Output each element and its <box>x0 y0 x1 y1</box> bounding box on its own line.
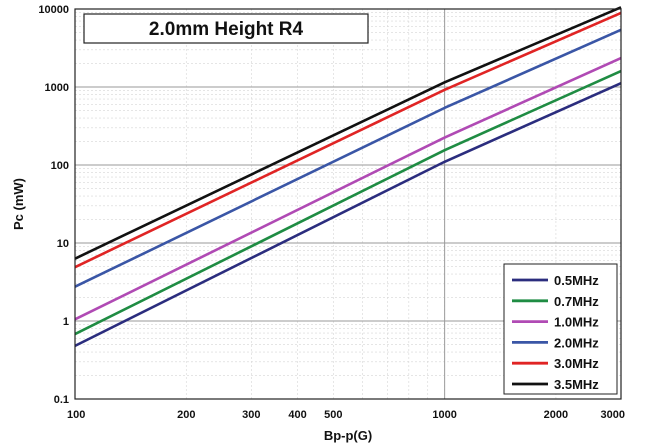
series-lines <box>74 6 622 348</box>
series-line-1-0mhz <box>74 56 622 321</box>
series-line-0-7mhz <box>74 69 622 336</box>
title-box-frame <box>83 13 369 44</box>
x-tick-labels: 100 200 300 400 500 1000 2000 3000 <box>67 409 625 421</box>
x-tick-label: 100 <box>67 409 85 421</box>
series-line-3-0mhz <box>74 11 622 269</box>
chart-title: 2.0mm Height R4 <box>149 19 304 40</box>
x-tick-label: 3000 <box>601 409 625 421</box>
x-tick-label: 2000 <box>544 409 568 421</box>
legend-label: 2.0MHz <box>554 335 599 350</box>
y-tick-label: 1000 <box>45 82 69 94</box>
legend-frame <box>503 263 618 395</box>
y-tick-label: 100 <box>51 160 69 172</box>
series-line-3-5mhz <box>74 6 622 260</box>
plot-frame <box>74 8 622 400</box>
y-tick-labels: 0.1 1 10 100 1000 10000 <box>38 4 69 406</box>
x-tick-label: 200 <box>177 409 195 421</box>
legend-label: 0.7MHz <box>554 294 599 309</box>
legend: 0.5MHz 0.7MHz 1.0MHz 2.0MHz 3.0MHz 3.5MHz <box>503 263 618 395</box>
x-tick-label: 500 <box>324 409 342 421</box>
series-line-0-5mhz <box>74 81 622 348</box>
legend-label: 3.0MHz <box>554 356 599 371</box>
x-axis-label: Bp-p(G) <box>324 428 372 443</box>
series-line-2-0mhz <box>74 28 622 288</box>
x-tick-label: 300 <box>242 409 260 421</box>
y-tick-label: 0.1 <box>54 394 69 406</box>
y-tick-label: 10 <box>57 238 69 250</box>
legend-label: 1.0MHz <box>554 315 599 330</box>
legend-label: 0.5MHz <box>554 273 599 288</box>
y-tick-label: 1 <box>63 316 69 328</box>
legend-items: 0.5MHz 0.7MHz 1.0MHz 2.0MHz 3.0MHz 3.5MHz <box>512 273 599 392</box>
x-tick-label: 1000 <box>432 409 456 421</box>
legend-label: 3.5MHz <box>554 377 599 392</box>
x-tick-label: 400 <box>288 409 306 421</box>
chart-title-box: 2.0mm Height R4 <box>83 13 369 44</box>
y-axis-label: Pc (mW) <box>11 178 26 230</box>
y-tick-label: 10000 <box>38 4 69 16</box>
